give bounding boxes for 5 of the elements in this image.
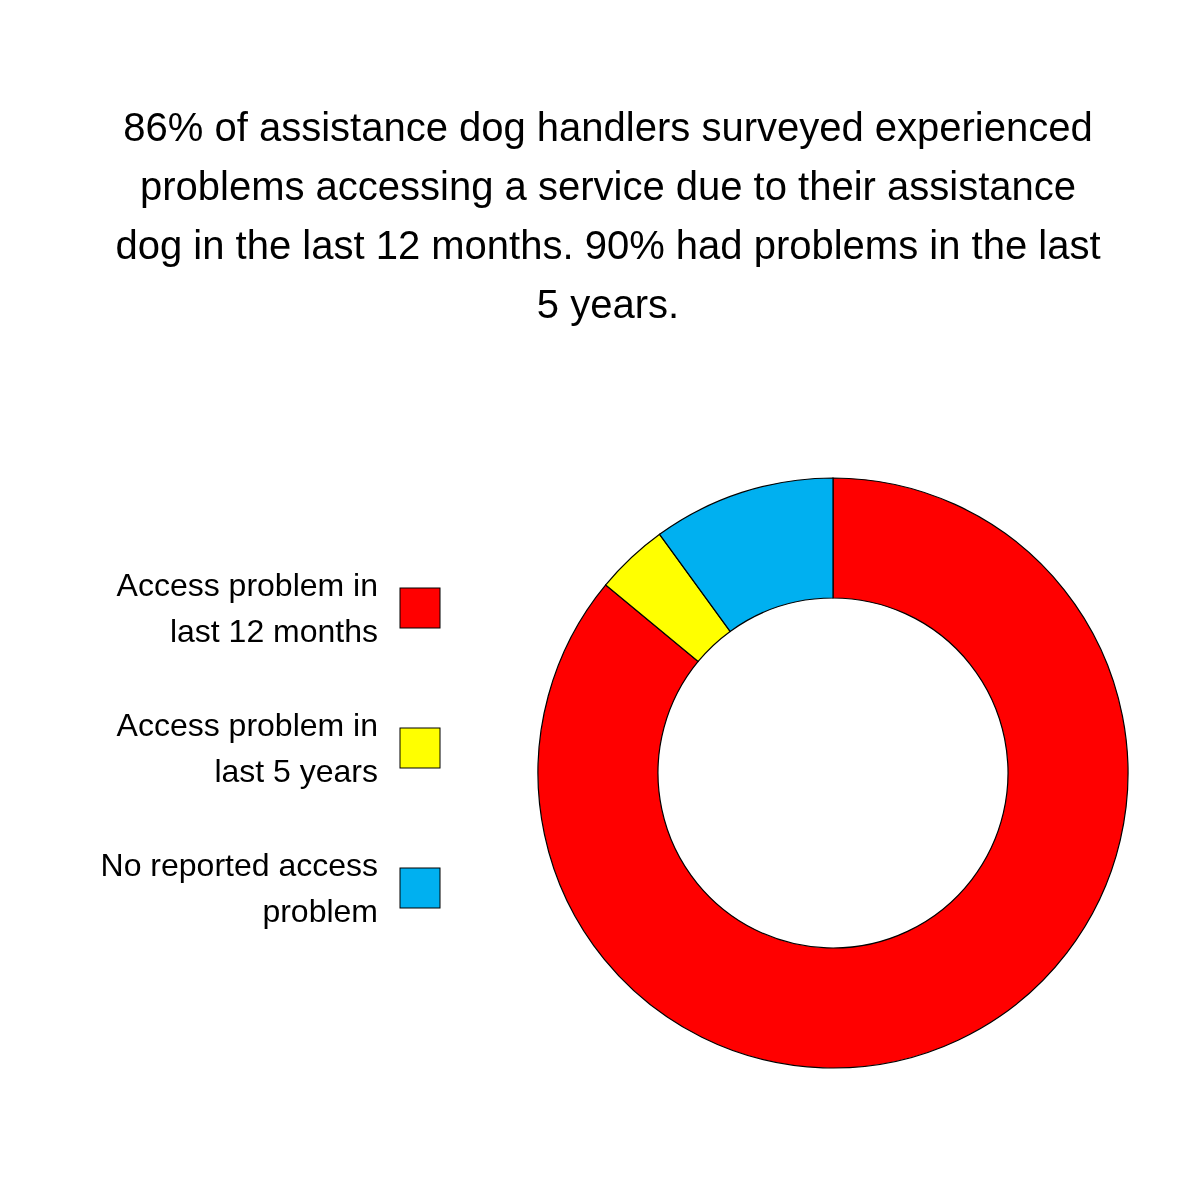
chart-title: 86% of assistance dog handlers surveyed experienced problems accessing a service due to their assistance dog in the last 12 months. 90% had problems in the last 5 years. xyxy=(115,105,1101,326)
legend-label: No reported access problem xyxy=(100,847,378,929)
legend-label: Access problem in last 12 months xyxy=(116,567,378,649)
legend-label: Access problem in last 5 years xyxy=(116,707,378,789)
donut-slice xyxy=(537,477,1129,1069)
